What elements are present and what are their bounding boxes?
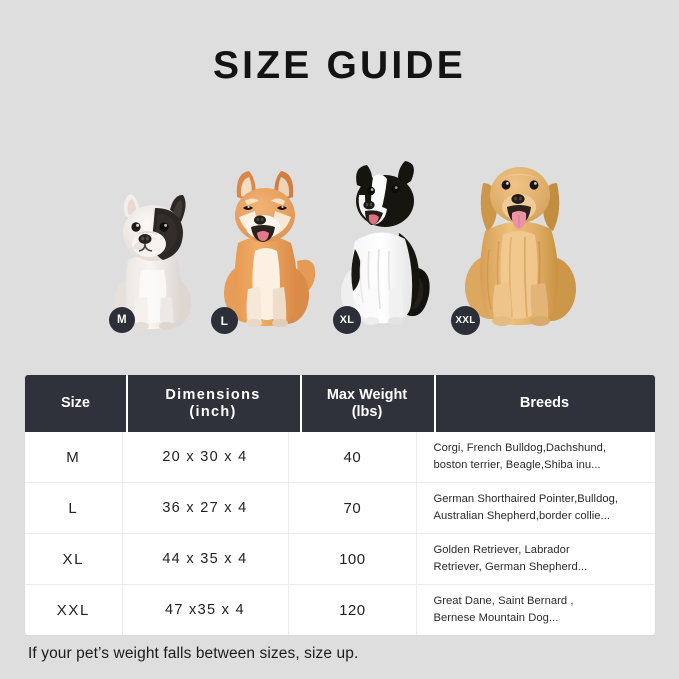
table-row: XL 44 x 35 x 4 100 Golden Retriever, Lab… <box>25 533 655 584</box>
cell-size: XL <box>62 550 85 568</box>
column-header-size-label: Size <box>60 395 90 411</box>
shiba-inu-photo <box>224 171 316 327</box>
column-header-dimensions: Dimensions (inch) <box>126 375 300 432</box>
cell-breeds: Corgi, French Bulldog,Dachshund, boston … <box>416 432 655 482</box>
column-header-max-weight: Max Weight (lbs) <box>300 375 434 432</box>
cell-max-weight: 120 <box>288 585 416 635</box>
column-header-dimensions-label: Dimensions <box>165 386 261 403</box>
cell-max-weight: 40 <box>288 432 416 482</box>
cell-dimensions: 44 x 35 x 4 <box>121 534 289 584</box>
cell-breeds-line2: Retriever, German Shepherd... <box>433 561 588 573</box>
column-header-max-weight-label: Max Weight <box>326 386 408 403</box>
dog-cell-xxl: XXL <box>451 145 585 335</box>
cell-size: M <box>66 448 81 466</box>
cell-max-weight: 70 <box>288 483 416 533</box>
cell-breeds-line2: Bernese Mountain Dog... <box>433 612 559 624</box>
table-row: XXL 47 x35 x 4 120 Great Dane, Saint Ber… <box>25 584 655 635</box>
table-row: M 20 x 30 x 4 40 Corgi, French Bulldog,D… <box>25 432 655 482</box>
cell-breeds-line2: Australian Shepherd,border collie... <box>433 510 611 522</box>
size-badge-l-label: L <box>220 313 229 328</box>
cell-breeds-line2: boston terrier, Beagle,Shiba inu... <box>433 459 601 471</box>
table-header-row: Size Dimensions (inch) Max Weight (lbs) … <box>25 375 655 432</box>
cell-breeds-line1: Golden Retriever, Labrador <box>433 544 570 556</box>
dog-cell-l: L <box>205 165 325 334</box>
column-header-size: Size <box>25 375 126 432</box>
golden-retriever-photo <box>465 167 576 326</box>
size-badge-xxl-label: XXL <box>455 315 476 326</box>
column-header-max-weight-unit: (lbs) <box>351 403 383 420</box>
dog-cell-m: M <box>95 190 205 333</box>
size-badge-xl-label: XL <box>339 314 355 326</box>
cell-breeds-line1: German Shorthaired Pointer,Bulldog, <box>433 493 619 505</box>
table-row: L 36 x 27 x 4 70 German Shorthaired Poin… <box>25 482 655 533</box>
size-badge-m-label: M <box>117 314 127 326</box>
cell-dimensions: 47 x35 x 4 <box>121 585 289 635</box>
cell-size: XXL <box>56 601 90 619</box>
size-badge-xxl: XXL <box>451 306 480 335</box>
cell-breeds: German Shorthaired Pointer,Bulldog, Aust… <box>416 483 655 533</box>
size-badge-m: M <box>109 307 135 333</box>
border-collie-photo <box>341 161 430 325</box>
column-header-breeds: Breeds <box>434 375 655 432</box>
page-title: SIZE GUIDE <box>212 44 467 87</box>
dog-cell-xl: XL <box>325 155 445 334</box>
cell-dimensions: 20 x 30 x 4 <box>121 432 289 482</box>
size-badge-xl: XL <box>333 306 361 334</box>
cell-size: L <box>68 499 79 517</box>
column-header-dimensions-unit: (inch) <box>189 403 237 420</box>
cell-breeds-line1: Corgi, French Bulldog,Dachshund, <box>433 442 607 454</box>
size-chart-table: Size Dimensions (inch) Max Weight (lbs) … <box>25 375 655 635</box>
cell-breeds: Great Dane, Saint Bernard , Bernese Moun… <box>416 585 655 635</box>
cell-dimensions: 36 x 27 x 4 <box>121 483 289 533</box>
table-body: M 20 x 30 x 4 40 Corgi, French Bulldog,D… <box>25 432 655 635</box>
cell-max-weight: 100 <box>288 534 416 584</box>
cell-breeds: Golden Retriever, Labrador Retriever, Ge… <box>416 534 655 584</box>
column-header-breeds-label: Breeds <box>519 395 570 411</box>
size-badge-l: L <box>211 307 238 334</box>
footer-note: If your pet’s weight falls between sizes… <box>28 645 359 662</box>
dog-size-gallery: M <box>0 130 679 335</box>
french-bulldog-photo <box>114 194 191 330</box>
cell-breeds-line1: Great Dane, Saint Bernard , <box>433 595 574 607</box>
